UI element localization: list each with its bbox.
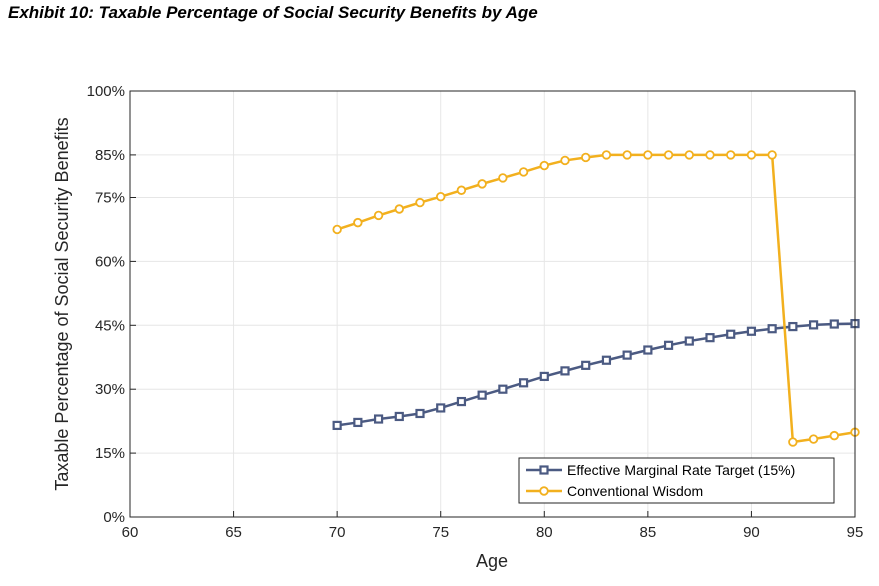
y-tick-label: 30% [95, 381, 125, 398]
data-point [705, 333, 715, 343]
data-point [332, 420, 342, 431]
data-point [518, 167, 529, 177]
legend-label: Effective Marginal Rate Target (15%) [567, 462, 795, 478]
data-point [456, 185, 467, 195]
data-point [684, 336, 694, 346]
data-point [498, 384, 508, 394]
x-tick-label: 60 [122, 524, 139, 541]
data-point [353, 417, 363, 428]
data-point [788, 437, 798, 447]
data-point [808, 320, 819, 330]
x-tick-label: 85 [640, 524, 657, 541]
data-point [829, 430, 839, 441]
data-point [373, 210, 384, 221]
data-point [684, 150, 694, 160]
plot-area [130, 91, 855, 517]
data-point [622, 350, 632, 360]
data-point [560, 366, 570, 376]
data-point [415, 408, 425, 419]
legend: Effective Marginal Rate Target (15%) Conv… [518, 457, 835, 504]
data-point [353, 217, 363, 228]
data-point [477, 390, 487, 400]
data-point [601, 150, 612, 160]
data-point [746, 150, 757, 160]
y-tick-label: 45% [95, 317, 125, 334]
x-tick-label: 65 [225, 524, 242, 541]
legend-item-conventional-wisdom: Conventional Wisdom [526, 483, 703, 499]
data-point [788, 321, 798, 332]
data-point [601, 355, 612, 365]
data-point [477, 179, 487, 189]
data-point [373, 414, 384, 424]
data-point [436, 191, 446, 202]
x-tick-label: 80 [536, 524, 553, 541]
legend-swatch-marker [539, 465, 549, 475]
y-tick-label: 15% [95, 445, 125, 462]
series-layer [332, 150, 860, 447]
data-point [332, 224, 342, 235]
data-point [705, 150, 715, 160]
data-point [394, 204, 404, 214]
data-point [539, 371, 549, 382]
data-point [808, 434, 819, 444]
legend-swatch-marker [539, 486, 549, 496]
y-tick-label: 85% [95, 147, 125, 164]
data-point [560, 155, 570, 166]
x-tick-label: 90 [743, 524, 760, 541]
data-point [726, 329, 736, 339]
data-point [456, 396, 467, 407]
data-point [767, 324, 777, 334]
exhibit-title: Exhibit 10: Taxable Percentage of Social… [8, 3, 538, 22]
data-point [415, 197, 425, 208]
data-point [643, 345, 653, 355]
data-point [643, 150, 653, 160]
data-point [498, 173, 508, 183]
data-point [767, 150, 777, 160]
legend-item-effective-marginal-rate: Effective Marginal Rate Target (15%) [526, 462, 795, 478]
y-axis-label: Taxable Percentage of Social Security Be… [52, 117, 72, 490]
data-point [539, 160, 549, 171]
x-tick-label: 70 [329, 524, 346, 541]
axis-ticks: 60 65 70 75 80 85 90 95 0% 15% 30% 45% 60% 75% 85% 100% [87, 83, 864, 541]
data-point [436, 403, 446, 413]
data-point [829, 319, 839, 329]
legend-label: Conventional Wisdom [567, 483, 703, 499]
x-axis-label: Age [476, 551, 508, 571]
y-tick-label: 75% [95, 190, 125, 207]
y-tick-label: 60% [95, 253, 125, 270]
x-tick-label: 75 [432, 524, 449, 541]
legend-box [518, 457, 835, 504]
data-point [726, 150, 736, 160]
data-point [581, 360, 591, 370]
data-point [622, 150, 632, 160]
series-effective-marginal-rate [332, 318, 860, 431]
data-point [518, 378, 529, 388]
data-point [581, 152, 591, 163]
data-point [663, 150, 674, 160]
data-point [394, 411, 404, 422]
data-point [746, 326, 757, 336]
series-conventional-wisdom [332, 150, 860, 447]
plot-frame [129, 90, 856, 518]
y-tick-label: 100% [87, 83, 125, 100]
x-tick-label: 95 [847, 524, 864, 541]
y-tick-label: 0% [103, 509, 125, 526]
data-point [663, 340, 674, 350]
